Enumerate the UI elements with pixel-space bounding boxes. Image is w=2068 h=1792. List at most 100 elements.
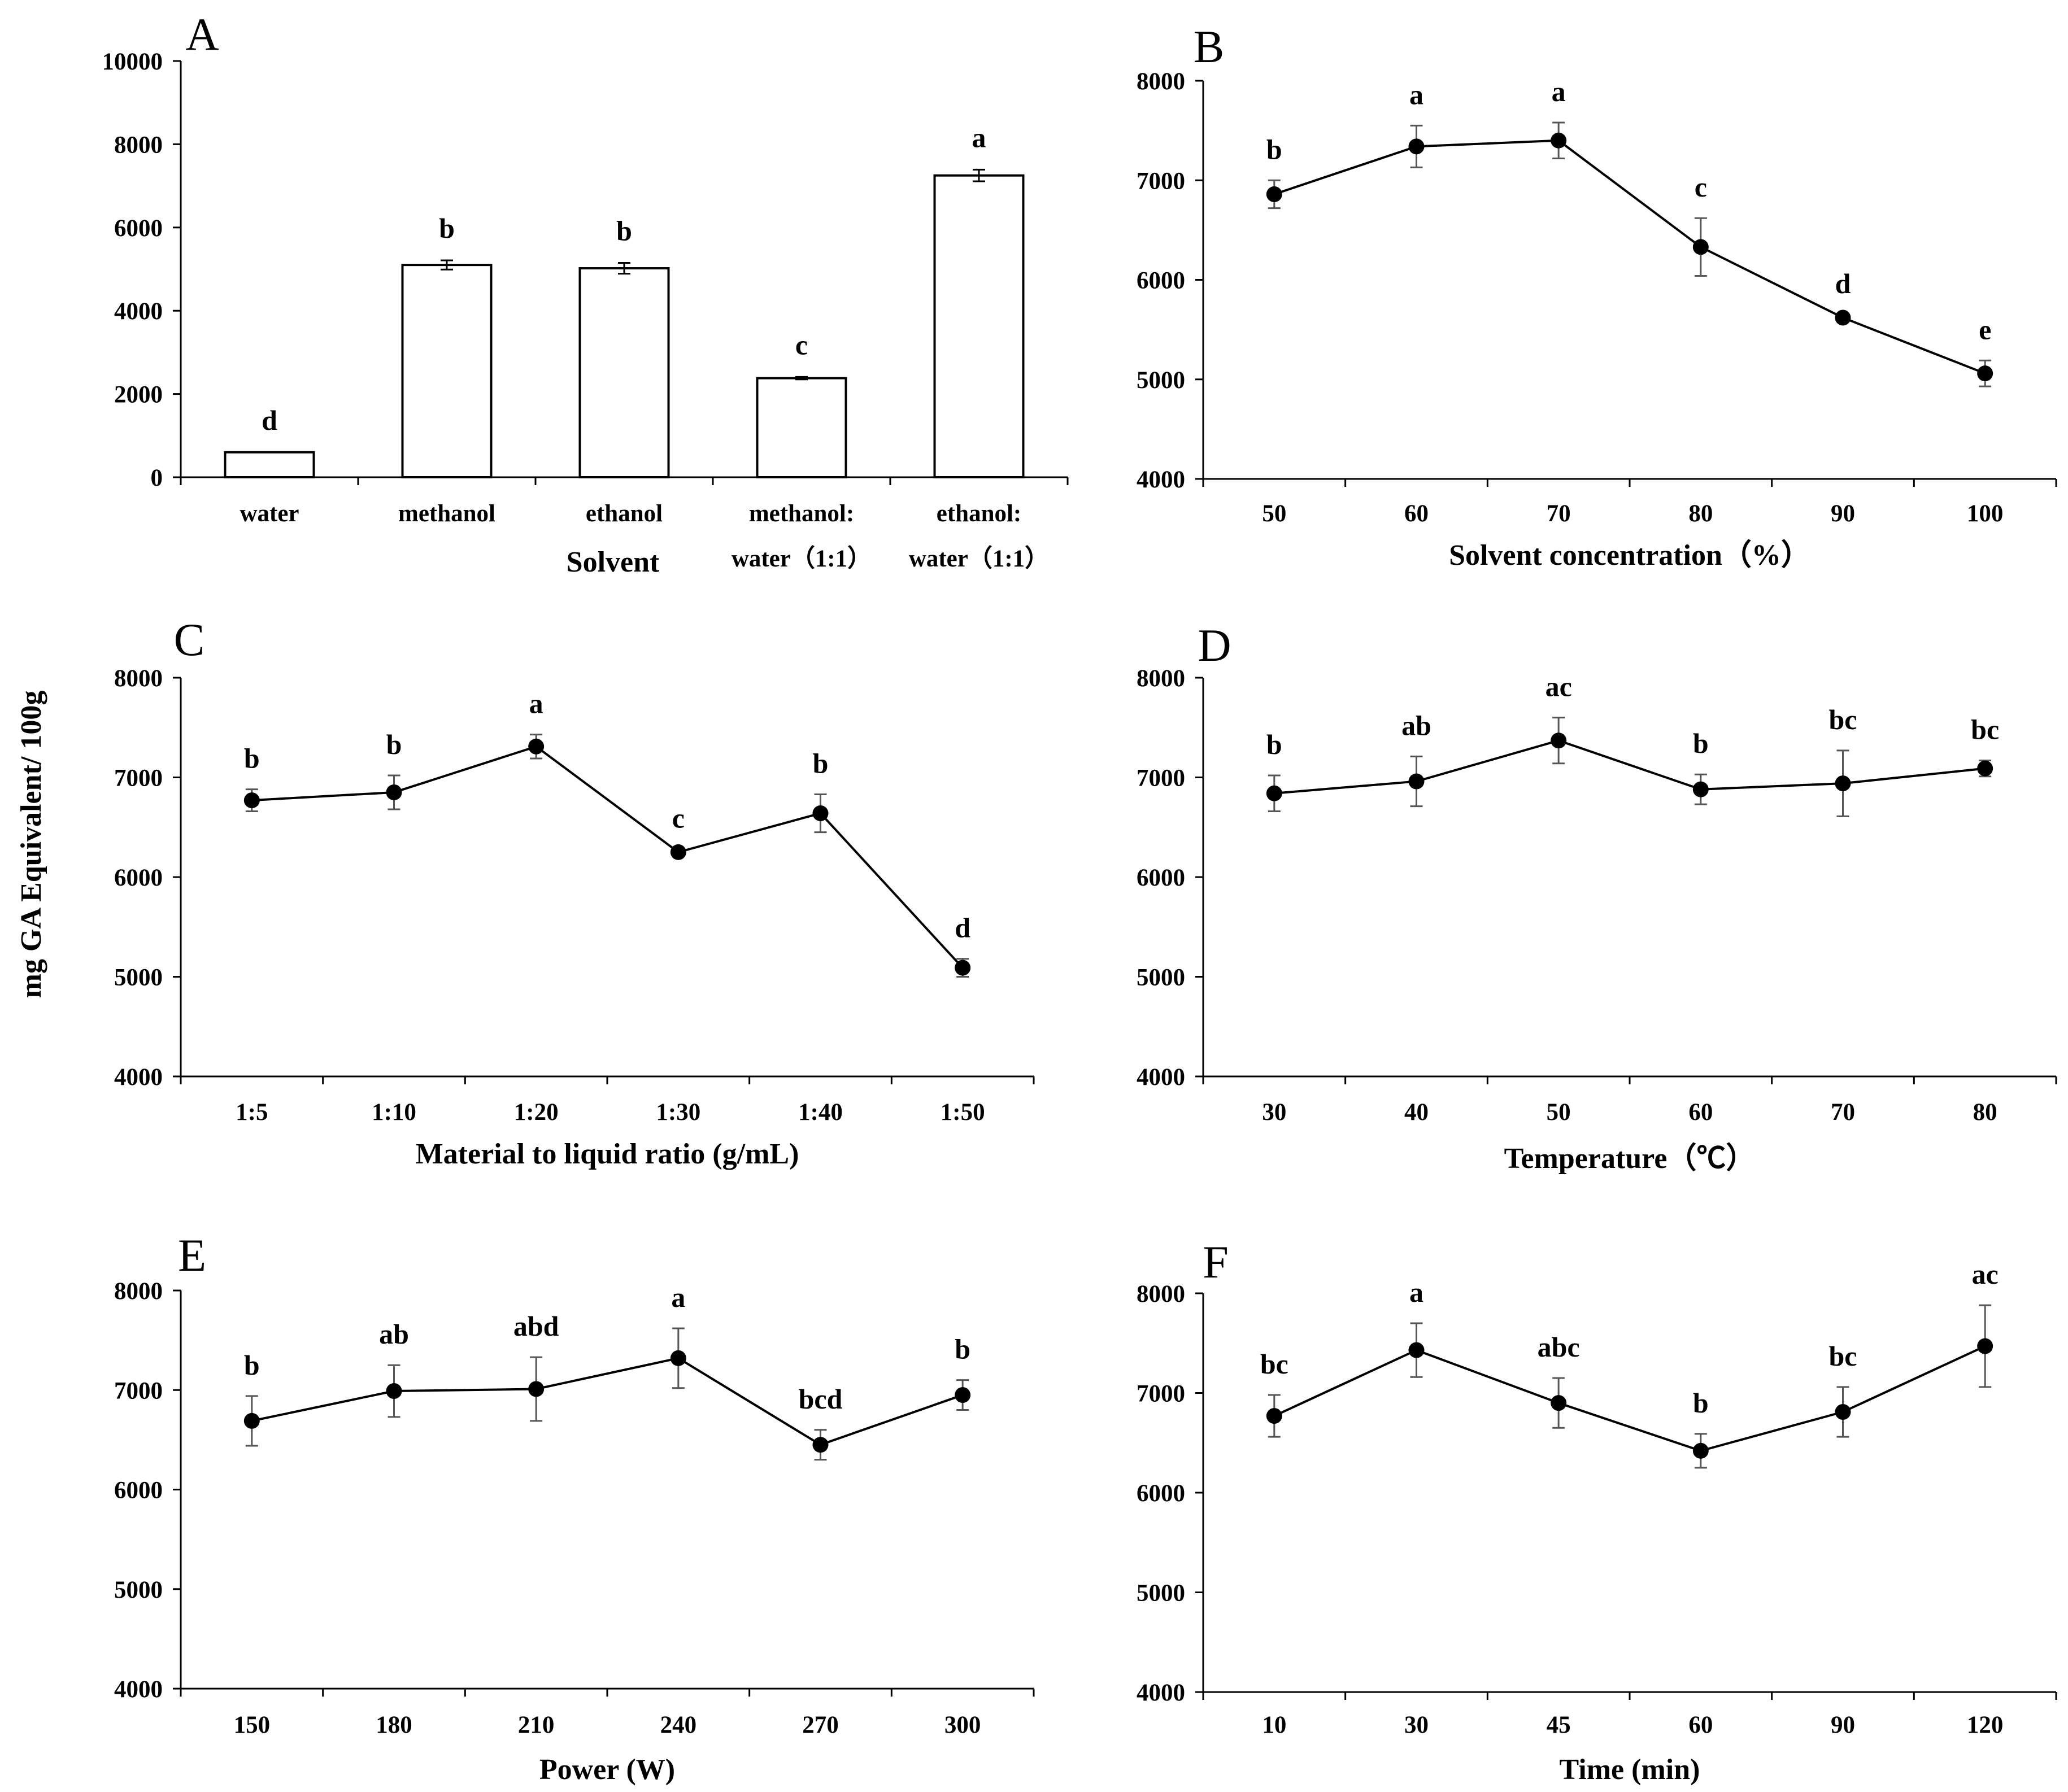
panel-c-y-tick-label: 8000 (114, 665, 163, 692)
panel-d-x-tick-label: 50 (1547, 1099, 1571, 1126)
panel-c-y-tick-label: 7000 (114, 765, 163, 792)
panel-a-significance-label: a (972, 121, 986, 153)
panel-b-significance-label: a (1552, 76, 1566, 107)
panel-d-letter: D (1198, 620, 1231, 671)
panel-e-y-tick-label: 6000 (114, 1477, 163, 1504)
panel-c-y-tick-label: 4000 (114, 1064, 163, 1091)
panel-d-x-axis-label: Temperature（℃） (1504, 1142, 1756, 1175)
panel-e-x-tick-label: 180 (376, 1712, 412, 1738)
panel-d-x-tick-label: 30 (1262, 1099, 1286, 1126)
panel-e-significance-label: b (955, 1333, 970, 1365)
panel-a-y-tick-label: 0 (151, 465, 163, 491)
panel-b-x-tick-label: 60 (1404, 500, 1429, 527)
panel-b-data-point (1692, 239, 1709, 255)
panel-d-x-tick-label: 80 (1973, 1099, 1997, 1126)
panel-f-x-tick-label: 30 (1404, 1712, 1429, 1738)
panel-c-significance-label: d (955, 912, 970, 944)
panel-c-data-point (243, 792, 260, 809)
panel-e: E 4000 5000 6000 7000 8000 150 180 210 240 270 300 P… (114, 1229, 1035, 1786)
panel-b-x-tick-label: 50 (1262, 500, 1286, 527)
panel-d-y-tick-label: 6000 (1137, 865, 1185, 891)
panel-b-letter: B (1194, 21, 1225, 72)
panel-a-x-tick-label: water (240, 500, 299, 527)
panel-d-y-tick-label: 7000 (1137, 765, 1185, 792)
panel-a-x-tick-label: ethanol: water（1:1） (909, 500, 1049, 572)
panel-b-y-tick-label: 7000 (1137, 168, 1185, 194)
panel-e-data-point (243, 1412, 260, 1429)
panel-d-significance-label: bc (1829, 704, 1857, 735)
panel-b-significance-label: d (1835, 268, 1851, 299)
panel-d-significance-label: b (1266, 729, 1282, 760)
panel-f-x-tick-label: 90 (1831, 1712, 1855, 1738)
panel-b-y-tick-label: 5000 (1137, 367, 1185, 394)
panel-a-x-tick-label: methanol: water（1:1） (732, 500, 872, 572)
panel-a: A 0 2000 4000 6000 8000 10000 water methanol etha… (102, 8, 1069, 578)
panel-e-significance-label: ab (379, 1318, 409, 1350)
panel-d-significance-label: bc (1971, 713, 1999, 745)
panel-c-significance-label: c (672, 803, 685, 834)
panel-e-significance-label: abd (513, 1310, 559, 1342)
panel-c-y-tick-label: 6000 (114, 865, 163, 891)
panel-c-x-tick-label: 1:10 (372, 1099, 416, 1126)
panel-d-x-tick-label: 40 (1404, 1099, 1429, 1126)
panel-a-x-tick-label: methanol (398, 500, 495, 527)
panel-b-data-point (1266, 186, 1282, 202)
panel-a-significance-label: d (262, 404, 277, 436)
panel-a-y-tick-label: 10000 (102, 49, 163, 75)
panel-c-significance-label: b (386, 729, 402, 760)
panel-e-x-tick-label: 210 (518, 1712, 555, 1738)
panel-d-data-point (1692, 781, 1709, 797)
panel-f-significance-label: ac (1972, 1258, 1999, 1290)
panel-d-data-point (1551, 733, 1567, 749)
panel-b-significance-label: c (1695, 171, 1707, 203)
panel-f-x-axis-label: Time (min) (1560, 1754, 1700, 1786)
panel-a-significance-label: b (616, 215, 632, 246)
panel-f-x-tick-label: 10 (1262, 1712, 1286, 1738)
panel-c-data-point (386, 784, 402, 800)
panel-f-y-tick-label: 4000 (1137, 1680, 1185, 1706)
panel-b-data-point (1977, 365, 1993, 382)
panel-d-data-point (1408, 773, 1425, 790)
panel-f: F 4000 5000 6000 7000 8000 10 30 45 60 90 120 Time (… (1137, 1236, 2057, 1786)
panel-e-significance-label: b (244, 1349, 260, 1381)
panel-e-data-point (386, 1383, 402, 1399)
panel-b-data-point (1835, 309, 1851, 326)
panel-f-x-tick-label: 45 (1547, 1712, 1571, 1738)
panel-e-x-tick-label: 270 (802, 1712, 839, 1738)
panel-e-data-point (812, 1437, 829, 1453)
panel-a-bar (224, 451, 315, 479)
panel-c-letter: C (174, 614, 205, 665)
panel-b-data-point (1551, 132, 1567, 149)
panel-a-bar (933, 174, 1025, 478)
panel-c-x-tick-label: 1:5 (236, 1099, 268, 1126)
panel-f-data-point (1266, 1408, 1282, 1424)
panel-d-y-tick-label: 8000 (1137, 665, 1185, 692)
panel-e-series-line (251, 1357, 963, 1446)
panel-f-data-point (1408, 1342, 1425, 1358)
panel-c-data-point (528, 738, 545, 755)
panel-a-significance-label: c (795, 329, 808, 360)
panel-e-y-tick-label: 8000 (114, 1278, 163, 1305)
panel-c-x-tick-label: 1:50 (941, 1099, 985, 1126)
panel-c-data-point (955, 960, 971, 976)
panel-e-y-tick-label: 5000 (114, 1577, 163, 1603)
panel-f-y-tick-label: 8000 (1137, 1281, 1185, 1307)
panel-f-y-tick-label: 7000 (1137, 1381, 1185, 1407)
shared-y-axis-label: mg GA Equivalent/ 100g (15, 691, 47, 999)
panel-b-significance-label: b (1266, 133, 1282, 165)
panel-b-significance-label: a (1409, 79, 1423, 110)
panel-e-significance-label: bcd (799, 1383, 843, 1415)
panel-d-y-tick-label: 5000 (1137, 965, 1185, 991)
panel-e-x-tick-label: 300 (944, 1712, 981, 1738)
panel-f-data-point (1977, 1338, 1993, 1354)
panel-d-data-point (1266, 785, 1282, 801)
panel-c-series-line (251, 745, 964, 969)
panel-a-x-axis-label: Solvent (567, 546, 660, 578)
panel-a-y-tick-label: 8000 (114, 132, 163, 158)
panel-e-data-point (670, 1350, 686, 1366)
panel-f-data-point (1835, 1404, 1851, 1420)
panel-b-x-tick-label: 80 (1688, 500, 1713, 527)
panel-b-y-tick-label: 6000 (1137, 268, 1185, 294)
panel-f-x-tick-label: 120 (1967, 1712, 2004, 1738)
panel-c-significance-label: a (529, 688, 543, 720)
